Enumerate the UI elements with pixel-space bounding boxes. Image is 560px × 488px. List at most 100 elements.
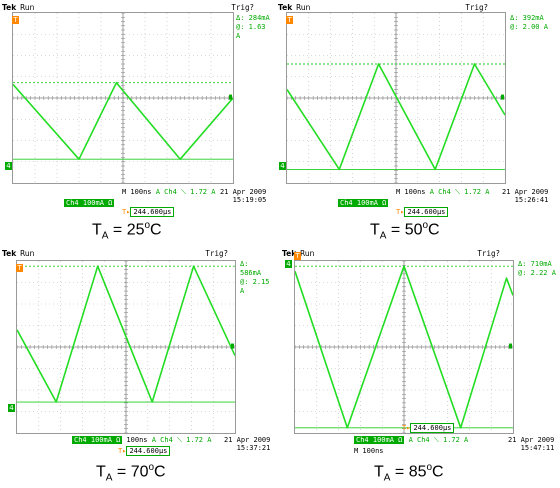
trigger-source: A Ch4 ⟍ 1.72 A [155, 188, 216, 196]
channel-4-marker-icon: 4 [8, 404, 15, 412]
position-value: 244.600µs [130, 207, 175, 217]
time-label: 15:19:05 [232, 196, 267, 204]
position-arrow-icon: T▸ [122, 208, 131, 216]
channel-4-marker-icon: 4 [279, 162, 286, 170]
scope-panel-70c: Tek Run Trig? Δ: 586mA @: 2.15 A 4 T M 1… [2, 248, 274, 458]
position-readout: T▸ 244.600µs [118, 446, 171, 456]
scope-status-bar: Tek Run Trig? [2, 248, 274, 260]
caption-value: = 85 [390, 463, 427, 481]
caption-t: T [374, 463, 384, 481]
timestamp: 21 Apr 2009 15:37:21 [224, 436, 270, 452]
channel-scale: Ch4 100mA Ω [72, 436, 123, 444]
channel-scale: Ch4 100mA Ω [354, 436, 405, 444]
caption-unit: C [428, 221, 440, 239]
run-status: Run [20, 249, 35, 258]
caption-sup: o [426, 462, 433, 473]
at-value: 2.22 A [530, 269, 556, 277]
channel-4-marker-icon: 4 [5, 162, 12, 170]
at-value: 2.00 A [522, 23, 548, 31]
at-label: @: [240, 278, 249, 286]
caption-sub: A [101, 230, 109, 242]
scope-status-bar: Tek Run Trig? [282, 248, 558, 260]
at-label: @: [518, 269, 527, 277]
at-label: @: [236, 23, 245, 31]
delta-value: 586mA [240, 269, 262, 277]
at-value: 1.63 A [236, 23, 266, 40]
delta-value: 710mA [530, 260, 552, 268]
timestamp: 21 Apr 2009 15:26:41 [502, 188, 548, 204]
caption-sup: o [148, 462, 155, 473]
caption-t: T [92, 221, 102, 239]
channel-scale: Ch4 100mA Ω [64, 199, 115, 207]
trigger-marker-icon: T [286, 16, 293, 24]
trigger-marker-icon: T [16, 264, 23, 272]
trigger-source: A Ch4 ⟍ 1.72 A [408, 436, 469, 444]
caption-value: = 70 [112, 463, 149, 481]
timebase-row: M 100ns A Ch4 ⟍ 1.72 A [122, 188, 215, 197]
graticule [286, 12, 506, 184]
brand-label: Tek [2, 249, 17, 258]
cursor-readout: Δ: 392mA @: 2.00 A [510, 14, 556, 32]
position-arrow-icon: T▸ [118, 447, 127, 455]
ref-marker-icon [501, 94, 504, 100]
scope-panel-25c: Tek Run Trig? Δ: 284mA @: 1.63 A 4 T M 1… [2, 2, 272, 217]
at-label: @: [510, 23, 519, 31]
delta-label: Δ: [236, 14, 245, 22]
ref-marker-icon [229, 94, 232, 100]
date-label: 21 Apr 2009 [224, 436, 271, 444]
caption-value: = 50 [386, 221, 423, 239]
graticule [294, 260, 514, 434]
caption-sub: A [383, 472, 391, 484]
scope-status-bar: Tek Run Trig? [278, 2, 558, 14]
cursor-readout: Δ: 710mA @: 2.22 A [518, 260, 556, 278]
ref-marker-icon [509, 343, 512, 349]
brand-label: Tek [2, 3, 17, 12]
date-label: 21 Apr 2009 [508, 436, 555, 444]
caption-t: T [370, 221, 380, 239]
ref-marker-icon [231, 343, 234, 349]
time-label: 15:37:21 [236, 444, 271, 452]
caption-unit: C [432, 463, 444, 481]
waveform-trace [295, 265, 513, 429]
scope-panel-50c: Tek Run Trig? Δ: 392mA @: 2.00 A 4 T M 1… [278, 2, 558, 217]
position-arrow-icon: T▸ [402, 424, 411, 432]
timestamp: 21 Apr 2009 15:19:05 [220, 188, 266, 204]
waveform-trace [17, 265, 235, 403]
waveform-plot [295, 261, 513, 433]
temperature-caption: TA = 50oC [370, 220, 440, 242]
trigger-source: A Ch4 ⟍ 1.72 A [151, 436, 212, 444]
position-value: 244.600µs [126, 446, 171, 456]
brand-label: Tek [278, 3, 293, 12]
temperature-caption: TA = 85oC [374, 462, 444, 484]
at-value: 2.15 A [240, 278, 270, 295]
timebase-label: M 100ns [396, 188, 426, 196]
waveform-trace [287, 63, 505, 171]
timebase-row: M 100ns A Ch4 ⟍ 1.72 A [118, 436, 211, 445]
timebase-row-2: M 100ns [354, 447, 384, 455]
scope-status-bar: Tek Run Trig? [2, 2, 272, 14]
waveform-plot [17, 261, 235, 433]
timestamp: 21 Apr 2009 15:47:11 [508, 436, 554, 452]
caption-sup: o [422, 220, 429, 231]
channel-scale-row: Ch4 100mA Ω [72, 436, 123, 444]
waveform-trace [13, 81, 233, 160]
caption-unit: C [150, 221, 162, 239]
position-value: 244.600µs [404, 207, 449, 217]
cursor-readout: Δ: 284mA @: 1.63 A [236, 14, 270, 41]
trigger-status: Trig? [205, 249, 228, 258]
time-label: 15:47:11 [520, 444, 555, 452]
cursor-readout: Δ: 586mA @: 2.15 A [240, 260, 272, 296]
brand-label: Tek [282, 249, 297, 258]
time-label: 15:26:41 [514, 196, 549, 204]
timebase-label: M 100ns [118, 436, 148, 444]
delta-label: Δ: [240, 260, 249, 268]
trigger-marker-icon: T [294, 252, 301, 260]
temperature-caption: TA = 70oC [96, 462, 166, 484]
timebase-row: M 100ns A Ch4 ⟍ 1.72 A [396, 188, 489, 197]
caption-t: T [96, 463, 106, 481]
delta-value: 284mA [248, 14, 270, 22]
timebase-label: M 100ns [354, 447, 384, 455]
caption-value: = 25 [108, 221, 145, 239]
run-status: Run [296, 3, 311, 12]
position-readout: T▸ 244.600µs [396, 207, 449, 217]
